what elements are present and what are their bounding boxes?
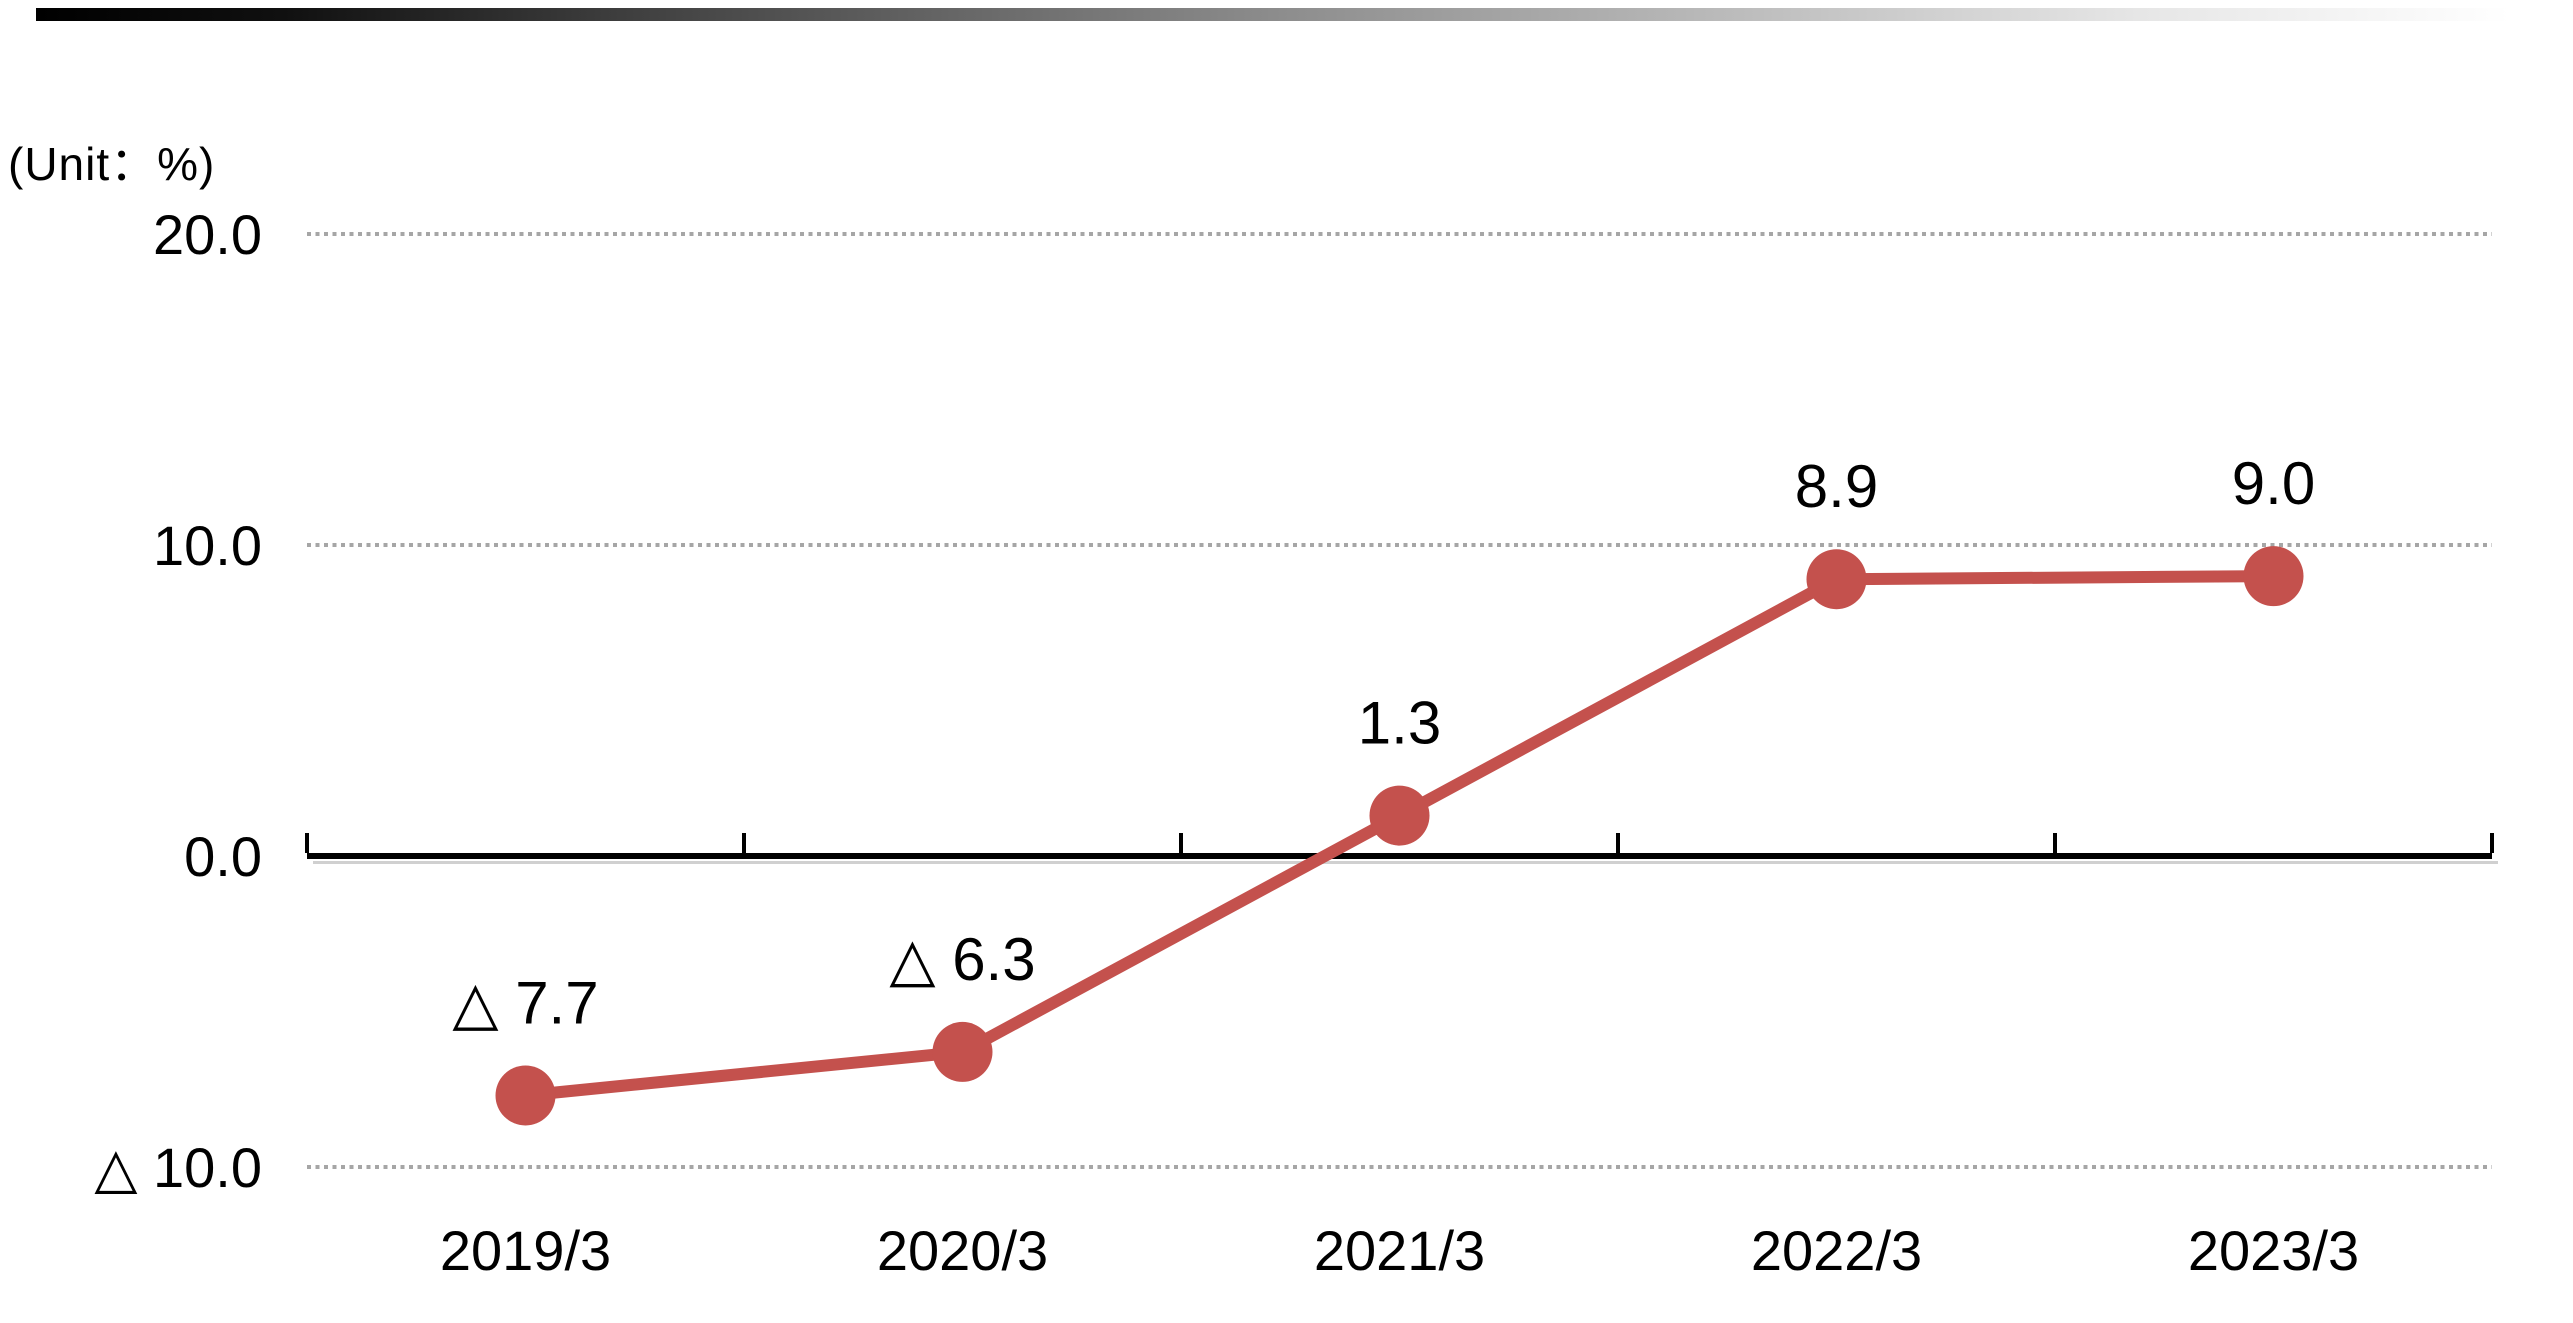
x-tick-label: 2023/3 <box>2188 1219 2359 1282</box>
data-point <box>2243 546 2304 607</box>
data-label: △ 7.7 <box>452 969 598 1036</box>
x-tick-label: 2019/3 <box>440 1219 611 1282</box>
unit-label: (Unit：%) <box>8 138 216 190</box>
y-tick-label: 20.0 <box>153 203 262 266</box>
top-gradient-bar <box>36 8 2510 21</box>
data-label: 1.3 <box>1358 690 1441 757</box>
data-label: △ 6.3 <box>889 926 1035 993</box>
data-label: 8.9 <box>1795 453 1878 520</box>
data-point <box>495 1065 556 1126</box>
y-tick-label: 0.0 <box>184 825 262 888</box>
data-point <box>932 1021 993 1082</box>
data-label: 9.0 <box>2232 450 2315 517</box>
x-tick-label: 2022/3 <box>1751 1219 1922 1282</box>
x-tick-label: 2021/3 <box>1314 1219 1485 1282</box>
y-tick-label: △ 10.0 <box>94 1136 262 1199</box>
data-point <box>1806 549 1867 610</box>
y-tick-label: 10.0 <box>153 514 262 577</box>
x-tick-label: 2020/3 <box>877 1219 1048 1282</box>
data-point <box>1369 785 1430 846</box>
